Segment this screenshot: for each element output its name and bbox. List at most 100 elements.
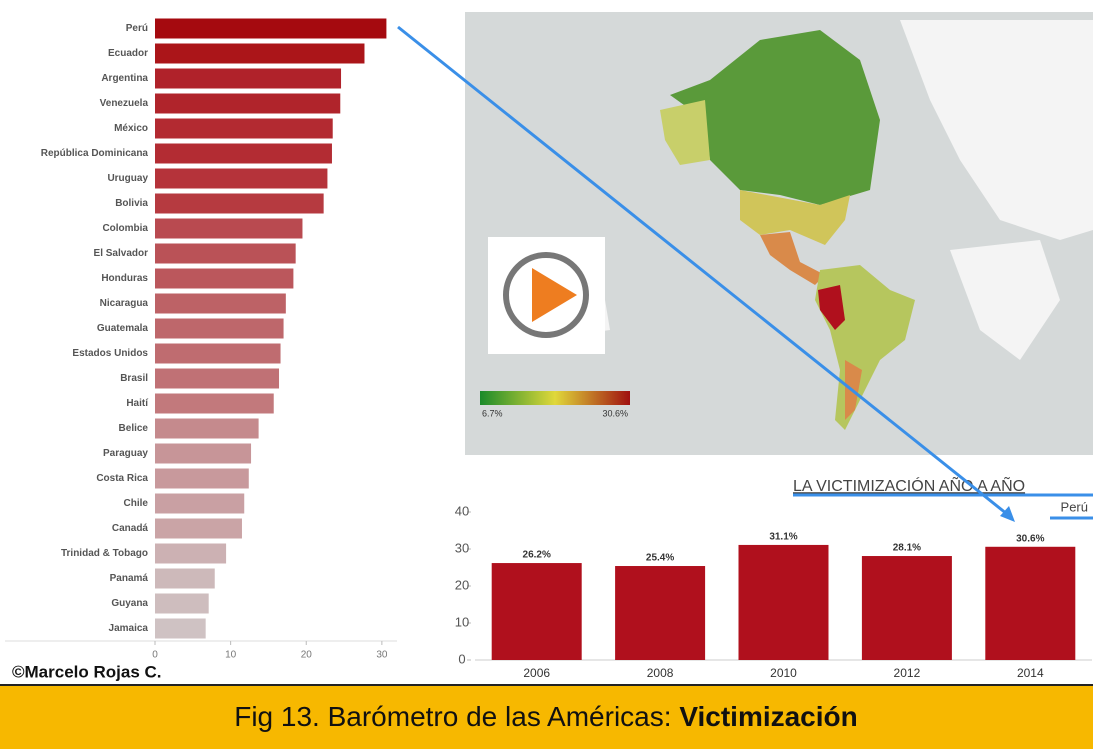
y-tick-label: Argentina bbox=[101, 73, 148, 84]
value-label: 28.1% bbox=[893, 543, 921, 554]
bar bbox=[155, 168, 328, 189]
y-tick-label: Panamá bbox=[110, 573, 149, 584]
eurasia bbox=[900, 20, 1093, 240]
y-tick-label: Paraguay bbox=[103, 448, 148, 459]
caption: Fig 13. Barómetro de las Américas: Victi… bbox=[234, 701, 858, 732]
y-tick-label: Ecuador bbox=[108, 48, 148, 59]
arrow bbox=[397, 25, 1013, 520]
y-tick-label: Trinidad & Tobago bbox=[61, 548, 148, 559]
bar bbox=[861, 556, 952, 660]
x-tick-label: 2014 bbox=[1017, 666, 1044, 680]
y-tick-label: Nicaragua bbox=[100, 298, 149, 309]
y-tick-label: Haití bbox=[126, 398, 149, 409]
y-tick-label: Chile bbox=[124, 498, 149, 509]
x-tick-label: 2012 bbox=[894, 666, 921, 680]
y-tick-label: México bbox=[114, 123, 148, 134]
y-tick-label: Canadá bbox=[112, 523, 149, 534]
bar bbox=[155, 543, 227, 564]
y-tick-label: 10 bbox=[455, 614, 469, 629]
map-legend-min: 6.7% bbox=[482, 408, 503, 418]
canada bbox=[670, 30, 880, 205]
bar bbox=[155, 143, 332, 164]
map-legend-bar bbox=[480, 391, 630, 405]
bar bbox=[155, 293, 286, 314]
bar bbox=[155, 593, 209, 614]
bar bbox=[155, 468, 249, 489]
y-tick-label: El Salvador bbox=[94, 248, 149, 259]
caption-band bbox=[0, 685, 1093, 749]
y-tick-label: 30 bbox=[455, 540, 469, 555]
x-tick-label: 0 bbox=[152, 650, 158, 661]
usa bbox=[740, 190, 850, 245]
bar bbox=[155, 193, 324, 214]
y-tick-label: Venezuela bbox=[100, 98, 149, 109]
africa bbox=[950, 240, 1060, 360]
bar bbox=[155, 493, 245, 514]
annotations bbox=[397, 25, 1093, 522]
chart-title: LA VICTIMIZACIÓN AÑO A AÑO bbox=[793, 475, 1025, 495]
bar bbox=[155, 68, 342, 89]
y-tick-label: 0 bbox=[458, 651, 465, 666]
arrowhead bbox=[1000, 506, 1015, 522]
x-tick-label: 2006 bbox=[523, 666, 550, 680]
alaska bbox=[660, 100, 710, 165]
peru bbox=[818, 285, 845, 330]
y-tick-label: Belice bbox=[119, 423, 149, 434]
horizontal-chart: 0 10 20 30 Perú Ecuador Argentina Venezuela Méxi… bbox=[5, 18, 397, 661]
play-icon[interactable] bbox=[532, 268, 577, 322]
value-label: 26.2% bbox=[523, 550, 551, 561]
bar bbox=[155, 618, 206, 639]
bar bbox=[155, 243, 296, 264]
bar bbox=[615, 566, 706, 660]
bar bbox=[155, 393, 274, 414]
x-tick-label: 30 bbox=[376, 650, 388, 661]
y-tick-label: Guatemala bbox=[97, 323, 149, 334]
y-tick-label: Guyana bbox=[111, 598, 148, 609]
bar bbox=[155, 93, 341, 114]
bar bbox=[985, 546, 1076, 660]
y-tick-label: Perú bbox=[126, 23, 148, 34]
map-legend-max: 30.6% bbox=[602, 408, 628, 418]
y-tick-label: Brasil bbox=[120, 373, 148, 384]
y-tick-label: Honduras bbox=[101, 273, 148, 284]
play-ring[interactable] bbox=[503, 252, 589, 338]
y-tick-label: Estados Unidos bbox=[72, 348, 148, 359]
value-label: 31.1% bbox=[769, 532, 797, 543]
bar bbox=[738, 544, 829, 660]
caption-bold: Victimización bbox=[679, 701, 857, 732]
bar bbox=[155, 218, 303, 239]
y-tick-label: Costa Rica bbox=[96, 473, 148, 484]
map: 6.7% 30.6% bbox=[465, 12, 1093, 455]
x-tick-label: 20 bbox=[301, 650, 313, 661]
bar bbox=[155, 418, 259, 439]
bar bbox=[155, 443, 252, 464]
bar bbox=[155, 518, 242, 539]
bar bbox=[155, 43, 365, 64]
chart-subtitle: Perú bbox=[1061, 499, 1088, 514]
y-tick-label: 20 bbox=[455, 577, 469, 592]
bar bbox=[155, 268, 294, 289]
x-tick-label: 2008 bbox=[647, 666, 674, 680]
value-label: 25.4% bbox=[646, 553, 674, 564]
value-label: 30.6% bbox=[1016, 533, 1044, 544]
x-tick-label: 10 bbox=[225, 650, 237, 661]
y-tick-label: República Dominicana bbox=[41, 148, 149, 159]
y-tick-label: Jamaica bbox=[109, 623, 149, 634]
bar bbox=[155, 318, 284, 339]
y-tick-label: Uruguay bbox=[107, 173, 148, 184]
y-tick-label: Colombia bbox=[102, 223, 148, 234]
bar bbox=[155, 368, 280, 389]
credit: ©Marcelo Rojas C. bbox=[12, 662, 162, 681]
vertical-chart: LA VICTIMIZACIÓN AÑO A AÑO Perú 0 10 20 30 4… bbox=[455, 475, 1092, 680]
bar bbox=[155, 343, 281, 364]
y-tick-label: 40 bbox=[455, 503, 469, 518]
caption-prefix: Fig 13. Barómetro de las Américas: bbox=[234, 701, 679, 732]
bar bbox=[155, 568, 215, 589]
bar bbox=[155, 118, 333, 139]
x-tick-label: 2010 bbox=[770, 666, 797, 680]
mexico bbox=[760, 232, 825, 285]
bar bbox=[155, 18, 387, 39]
bar bbox=[491, 563, 582, 660]
y-tick-label: Bolivia bbox=[115, 198, 148, 209]
